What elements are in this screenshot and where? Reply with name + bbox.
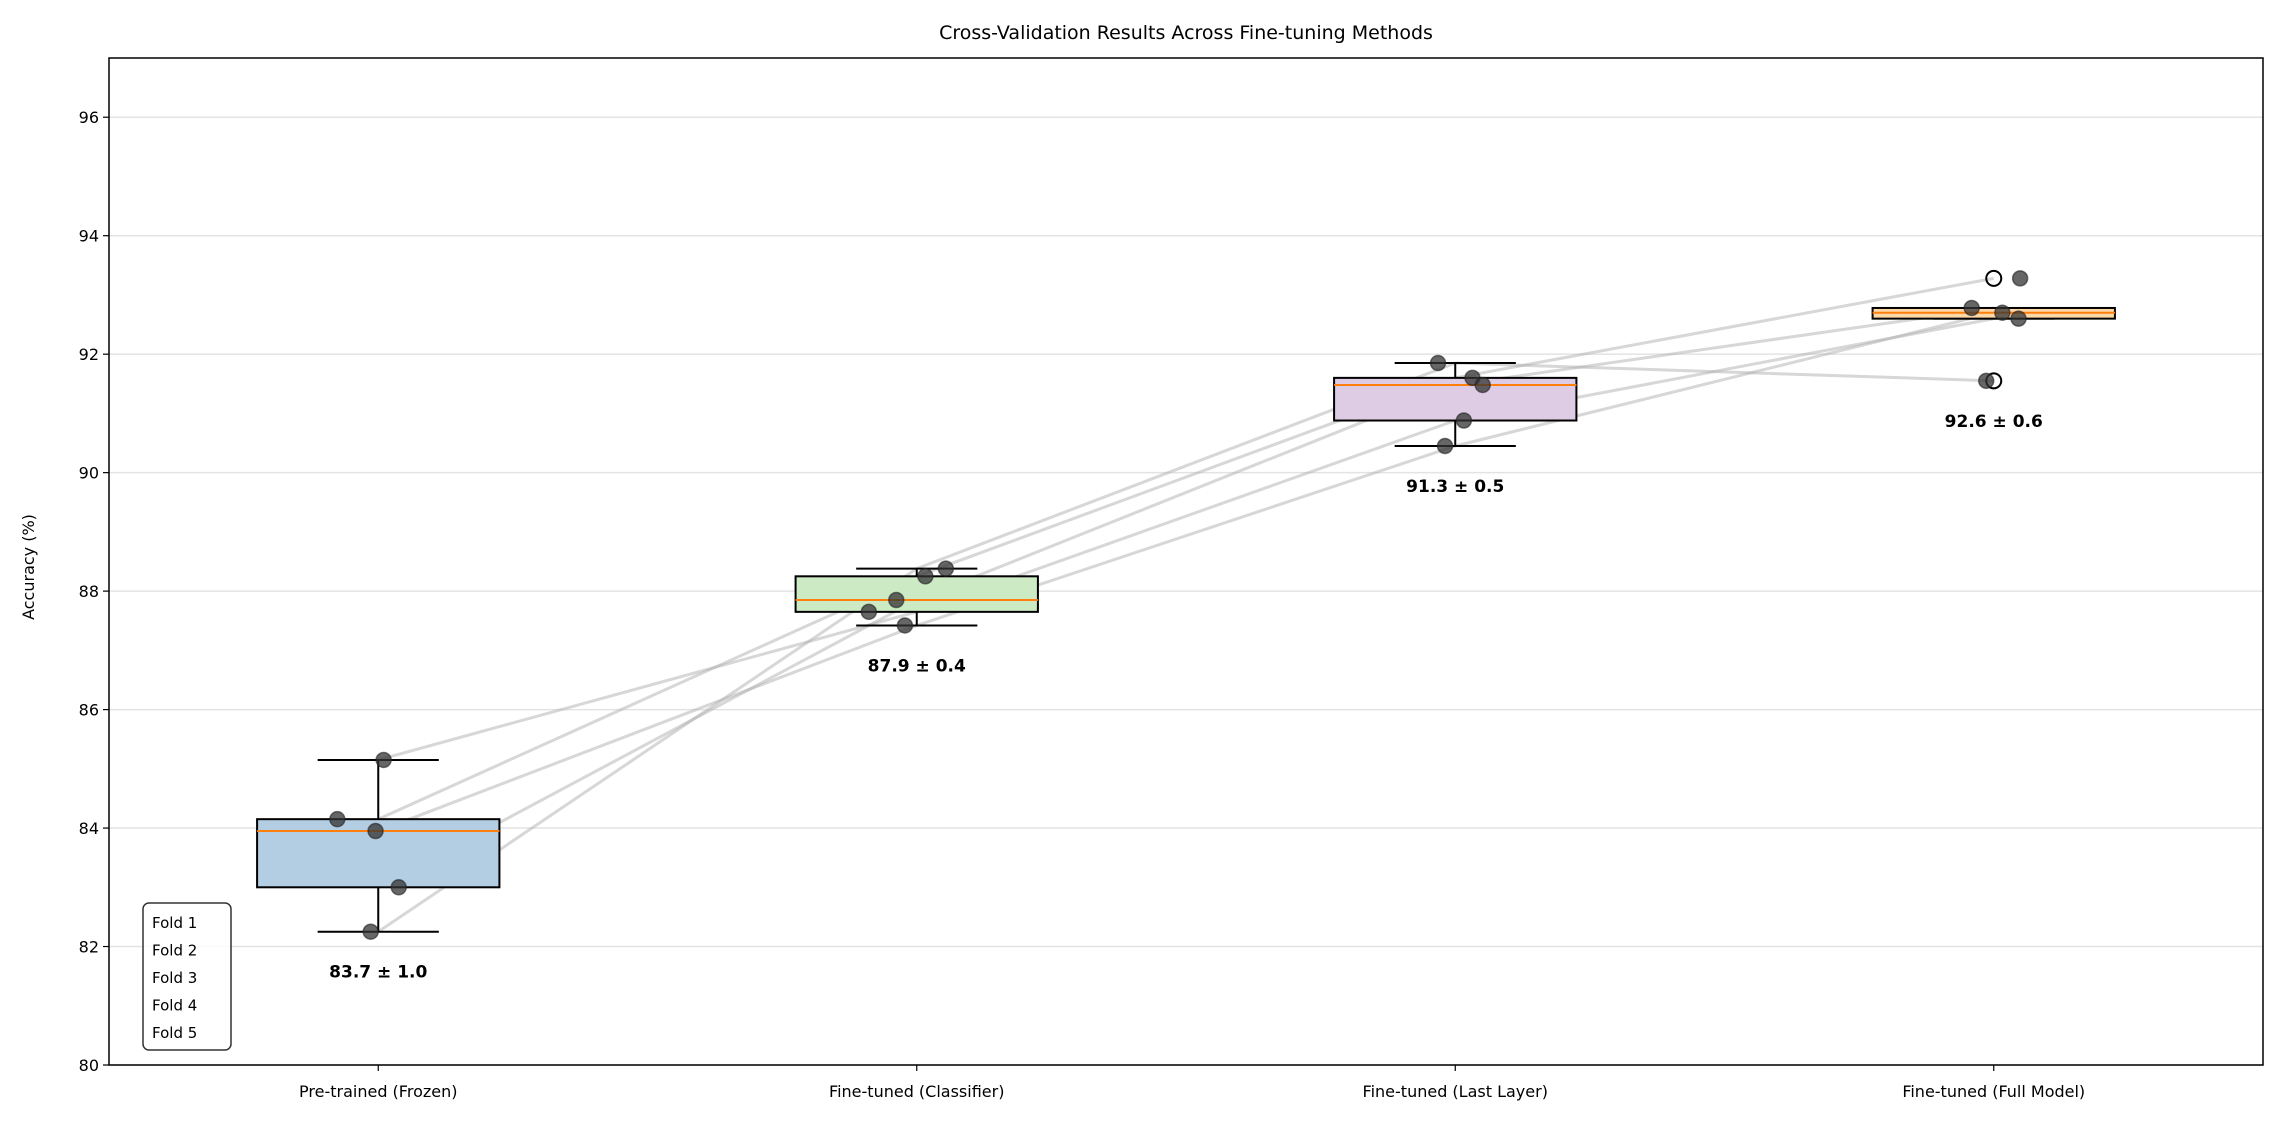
x-tick-label: Pre-trained (Frozen): [299, 1082, 457, 1101]
fold-line: [377, 311, 1995, 833]
y-axis-label: Accuracy (%): [19, 514, 38, 620]
mean-std-label: 87.9 ± 0.4: [868, 656, 966, 676]
legend-entry: Fold 1: [152, 914, 197, 932]
y-tick-label: 84: [79, 819, 99, 838]
mean-std-label: 83.7 ± 1.0: [329, 963, 427, 983]
legend-entry: Fold 5: [152, 1024, 197, 1042]
x-tick-label: Fine-tuned (Last Layer): [1363, 1082, 1548, 1101]
legend-box: [142, 902, 232, 1051]
fold-point: [937, 560, 955, 577]
fold-point: [2011, 270, 2029, 287]
fold-point: [390, 879, 407, 896]
legend: Fold 1 Fold 2 Fold 3 Fold 4 Fold 5: [142, 902, 232, 1051]
y-tick-label: 88: [79, 582, 99, 601]
mean-std-label: 91.3 ± 0.5: [1406, 477, 1504, 497]
y-tick-label: 86: [79, 701, 99, 720]
y-tick-label: 92: [79, 345, 99, 364]
plot-frame: [108, 57, 2264, 1066]
fold-point: [896, 617, 914, 634]
y-tick-label: 80: [79, 1056, 99, 1075]
outlier-marker: [1985, 269, 2003, 287]
fold-point: [860, 603, 878, 621]
chart-title: Cross-Validation Results Across Fine-tun…: [939, 22, 1433, 44]
x-tick-label: Fine-tuned (Full Model): [1902, 1082, 2085, 1101]
x-tick-label: Fine-tuned (Classifier): [829, 1082, 1004, 1101]
fold-point: [1977, 372, 1995, 390]
fold-point: [1474, 376, 1491, 394]
fold-point: [367, 822, 384, 840]
fold-line: [377, 306, 1994, 889]
fold-point: [917, 568, 934, 585]
mean-std-label: 92.6 ± 0.6: [1945, 412, 2043, 432]
fold-point: [1436, 437, 1454, 455]
fold-line: [377, 361, 1994, 933]
legend-entry: Fold 2: [152, 942, 197, 960]
fold-point: [375, 751, 392, 769]
y-tick-label: 96: [79, 108, 99, 127]
box: [794, 575, 1039, 613]
fold-line: [377, 317, 1995, 762]
fold-line: [377, 276, 1995, 821]
legend-entry: Fold 4: [152, 997, 197, 1015]
legend-entry: Fold 3: [152, 969, 197, 987]
fold-point: [1963, 299, 1980, 317]
y-tick-label: 94: [79, 227, 99, 246]
fold-point: [2010, 310, 2027, 327]
fold-point: [362, 923, 379, 940]
fold-point: [1429, 354, 1447, 372]
fold-point: [329, 810, 346, 828]
fold-point: [1994, 304, 2011, 321]
fold-point: [888, 591, 905, 609]
y-tick-label: 90: [79, 464, 99, 483]
y-tick-label: 82: [79, 938, 99, 957]
fold-point: [1455, 412, 1473, 429]
